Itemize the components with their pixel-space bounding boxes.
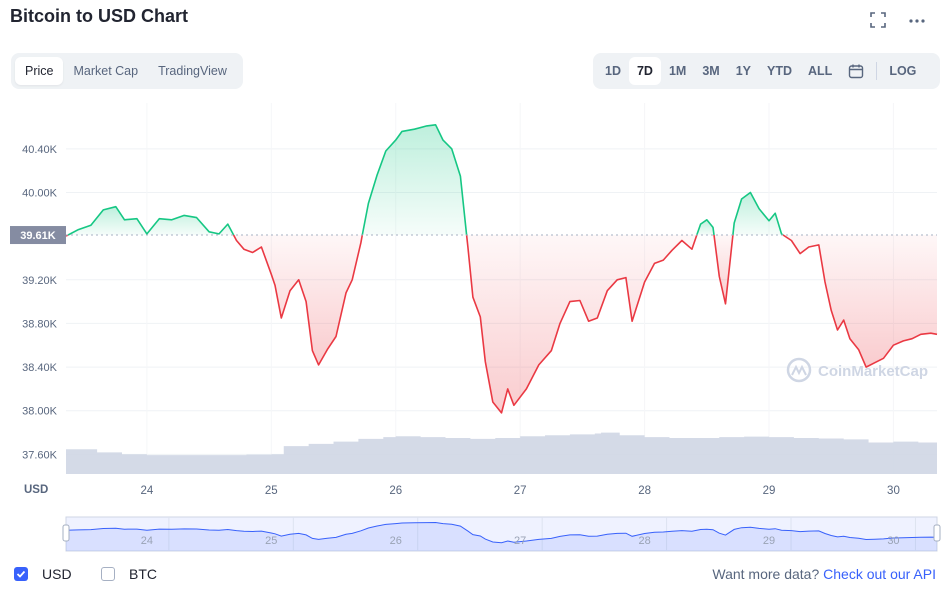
svg-text:CoinMarketCap: CoinMarketCap — [818, 363, 928, 380]
api-link[interactable]: Check out our API — [823, 566, 936, 582]
x-tick-label: 30 — [887, 485, 900, 497]
tab-tradingview[interactable]: TradingView — [158, 64, 227, 78]
y-tick-label: 38.00K — [22, 406, 58, 418]
price-line-up — [732, 191, 784, 236]
tab-market-cap[interactable]: Market Cap — [73, 64, 139, 78]
price-line-up — [696, 219, 715, 236]
price-line-up — [67, 205, 235, 236]
price-line-down — [232, 234, 364, 366]
legend-btc[interactable]: BTC — [101, 566, 157, 582]
price-area-down — [466, 235, 697, 413]
range-1y[interactable]: 1Y — [735, 64, 752, 78]
range-1m[interactable]: 1M — [668, 64, 687, 78]
navigator-tick-label: 27 — [514, 535, 526, 547]
price-line-down — [465, 234, 698, 414]
price-area-down — [233, 235, 363, 365]
price-area-up — [68, 206, 234, 236]
tab-price[interactable]: Price — [15, 57, 64, 85]
price-area-up — [732, 192, 784, 236]
more-dots-icon[interactable] — [908, 12, 926, 33]
range-7d[interactable]: 7D — [628, 57, 661, 85]
api-promo: Want more data? Check out our API — [712, 566, 936, 582]
time-range-selector: 1D 7D 1M 3M 1Y YTD ALL LOG — [593, 53, 940, 89]
expand-icon[interactable] — [870, 12, 886, 33]
api-prefix: Want more data? — [712, 566, 820, 582]
calendar-icon[interactable] — [840, 57, 872, 85]
y-tick-label: 39.20K — [22, 275, 58, 287]
price-area-up — [362, 124, 467, 236]
chart-title: Bitcoin to USD Chart — [10, 6, 188, 26]
legend-usd[interactable]: USD — [14, 566, 72, 582]
navigator-area — [66, 522, 937, 551]
btc-checkbox[interactable] — [101, 567, 115, 581]
navigator-tick-label: 29 — [763, 535, 775, 547]
x-tick-label: 29 — [763, 485, 776, 497]
y-tick-label: 40.40K — [22, 144, 58, 156]
usd-checkbox[interactable] — [14, 567, 28, 581]
y-tick-label: 38.80K — [22, 318, 58, 330]
x-tick-label: 28 — [638, 485, 651, 497]
price-line-down — [713, 234, 734, 305]
navigator-handle[interactable] — [62, 524, 70, 542]
range-navigator[interactable]: 24 25 26 27 28 29 30 — [62, 516, 941, 552]
navigator-tick-label: 30 — [887, 535, 899, 547]
navigator-window — [65, 516, 938, 552]
legend-usd-label: USD — [42, 566, 72, 582]
y-tick-label: 37.60K — [22, 449, 58, 461]
chart-type-tabs: Price Market Cap TradingView — [11, 53, 243, 89]
navigator-line — [65, 521, 938, 544]
navigator-tick-label: 24 — [141, 535, 153, 547]
coinmarketcap-watermark: CoinMarketCap — [786, 357, 928, 383]
legend-btc-label: BTC — [129, 566, 157, 582]
range-3m[interactable]: 3M — [702, 64, 720, 78]
price-area-down — [714, 235, 733, 304]
x-tick-label: 27 — [514, 485, 527, 497]
range-all[interactable]: ALL — [808, 64, 833, 78]
baseline-label: 39.61K — [20, 230, 56, 242]
range-1d[interactable]: 1D — [605, 64, 621, 78]
price-chart[interactable]: CoinMarketCap 40.40K 40.00K 39.20K 38.80K 38… — [0, 95, 952, 560]
volume-area — [66, 432, 937, 474]
navigator-handle[interactable] — [933, 524, 941, 542]
currency-axis-label: USD — [24, 484, 48, 496]
x-tick-label: 26 — [389, 485, 402, 497]
navigator-tick-label: 25 — [265, 535, 277, 547]
baseline-label-box — [10, 226, 66, 245]
log-scale-toggle[interactable]: LOG — [889, 64, 917, 78]
y-tick-label: 40.00K — [22, 187, 58, 199]
range-divider — [876, 62, 878, 80]
x-tick-label: 25 — [265, 485, 278, 497]
range-ytd[interactable]: YTD — [767, 64, 793, 78]
navigator-tick-label: 28 — [638, 535, 650, 547]
price-area-down — [783, 235, 937, 368]
price-line-down — [782, 234, 938, 368]
y-tick-label: 38.40K — [22, 362, 58, 374]
price-line-up — [361, 124, 468, 236]
x-tick-label: 24 — [140, 485, 153, 497]
navigator-tick-label: 26 — [390, 535, 402, 547]
